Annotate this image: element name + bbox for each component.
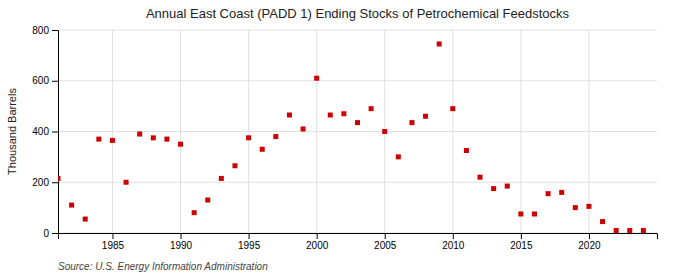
point: [246, 135, 251, 140]
tick: 200: [32, 177, 58, 188]
tick: 1990: [170, 233, 193, 251]
tick-label: 2015: [510, 240, 533, 251]
x-axis: 1985 1990 1995 2000 2005 2010 2015 2020: [59, 233, 658, 251]
point: [69, 203, 74, 208]
grid: [58, 30, 657, 233]
point: [178, 142, 183, 147]
tick-mark: [112, 233, 113, 239]
point: [464, 148, 469, 153]
point: [58, 176, 61, 181]
point: [559, 190, 564, 195]
tick: 2015: [510, 233, 533, 251]
tick-label: 0: [43, 228, 49, 239]
tick: 2020: [578, 233, 601, 251]
point: [369, 106, 374, 111]
tick-mark: [52, 81, 58, 82]
point: [409, 120, 414, 125]
point: [164, 137, 169, 142]
tick-label: 2000: [306, 240, 329, 251]
point: [219, 176, 224, 181]
point: [614, 228, 619, 233]
tick: 1985: [102, 233, 125, 251]
tick-mark: [52, 132, 58, 133]
point: [205, 198, 210, 203]
chart: 1985 1990 1995 2000 2005 2010 2015 2020 0 200 400 6…: [0, 0, 675, 275]
plot-area: 1985 1990 1995 2000 2005 2010 2015 2020 0 200 400 6…: [32, 25, 657, 251]
point: [518, 211, 523, 216]
tick: 400: [32, 126, 58, 137]
point: [478, 175, 483, 180]
point: [273, 134, 278, 139]
point: [600, 219, 605, 224]
tick-label: 600: [32, 75, 49, 86]
point: [83, 217, 88, 222]
tick-mark: [52, 233, 58, 234]
point: [437, 41, 442, 46]
tick-label: 400: [32, 126, 49, 137]
point: [137, 132, 142, 137]
point: [287, 113, 292, 118]
tick-mark: [52, 30, 58, 31]
tick-mark: [453, 233, 454, 239]
point: [151, 135, 156, 140]
point: [450, 106, 455, 111]
tick-label: 1985: [102, 240, 125, 251]
point: [586, 204, 591, 209]
grid-line: [58, 30, 657, 31]
tick-mark: [52, 182, 58, 183]
tick: 2005: [374, 233, 397, 251]
tick-label: 800: [32, 25, 49, 36]
point: [627, 228, 632, 233]
annotation: Source: U.S. Energy Information Administ…: [58, 261, 268, 272]
point: [110, 138, 115, 143]
point: [260, 147, 265, 152]
axis-line: [52, 31, 59, 234]
y-axis-title: Thousand Barrels: [6, 88, 18, 175]
tick-label: 200: [32, 177, 49, 188]
tick: 2000: [306, 233, 329, 251]
tick-label: 2010: [442, 240, 465, 251]
point: [423, 114, 428, 119]
grid-line: [58, 80, 657, 81]
point: [382, 129, 387, 134]
point: [341, 111, 346, 116]
point: [192, 210, 197, 215]
tick-label: 1995: [238, 240, 261, 251]
tick-mark: [181, 233, 182, 239]
point: [532, 211, 537, 216]
point: [573, 205, 578, 210]
y-axis: 0 200 400 600 800: [32, 25, 58, 239]
tick-mark: [385, 233, 386, 239]
tick-label: 2020: [578, 240, 601, 251]
point: [396, 154, 401, 159]
point: [232, 163, 237, 168]
point: [328, 113, 333, 118]
tick-mark: [521, 233, 522, 239]
grid-line: [58, 182, 657, 183]
tick: 800: [32, 25, 58, 36]
point: [641, 228, 646, 233]
point: [355, 120, 360, 125]
tick-mark: [589, 233, 590, 239]
point: [314, 76, 319, 81]
title: Annual East Coast (PADD 1) Ending Stocks…: [146, 6, 570, 21]
tick: 1995: [238, 233, 261, 251]
tick: 0: [43, 228, 58, 239]
point: [491, 186, 496, 191]
tick-label: 2005: [374, 240, 397, 251]
grid-line: [58, 131, 657, 132]
point: [96, 137, 101, 142]
tick-mark: [249, 233, 250, 239]
axis-line: [59, 234, 658, 240]
tick: 2010: [442, 233, 465, 251]
points: [58, 41, 646, 233]
tick-label: 1990: [170, 240, 193, 251]
point: [505, 184, 510, 189]
point: [124, 180, 129, 185]
tick: 600: [32, 75, 58, 86]
point: [546, 191, 551, 196]
point: [301, 126, 306, 131]
tick-mark: [317, 233, 318, 239]
